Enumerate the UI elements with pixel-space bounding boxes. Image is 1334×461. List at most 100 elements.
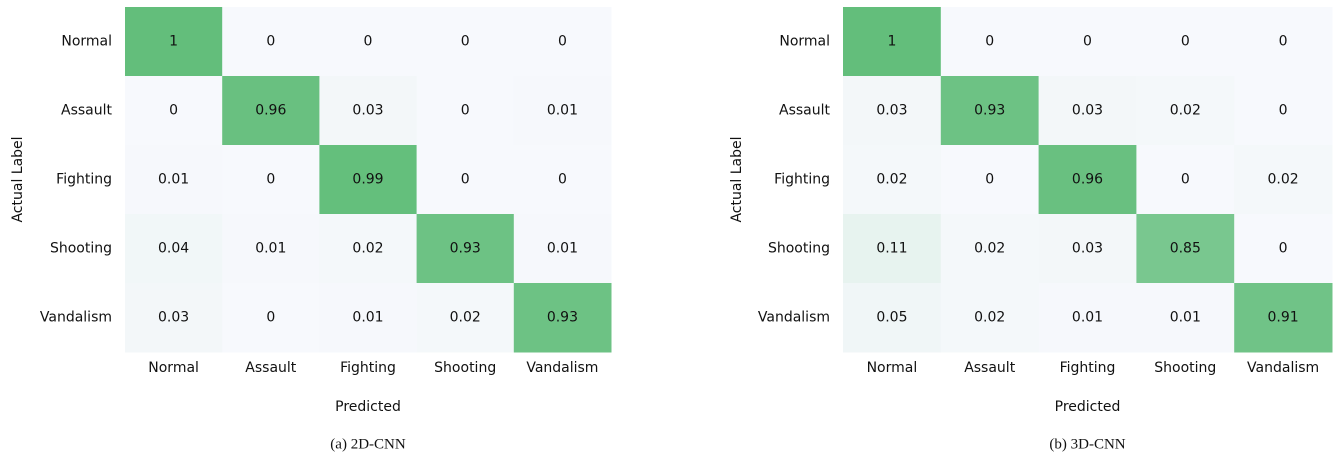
cell-label: 0 bbox=[266, 310, 275, 326]
cell-label: 0.02 bbox=[352, 241, 383, 257]
cell-label: 0.01 bbox=[255, 241, 286, 257]
x-tick-label: Normal bbox=[867, 360, 918, 376]
cell bbox=[1136, 283, 1235, 353]
cell bbox=[843, 145, 942, 215]
cell-label: 1 bbox=[169, 34, 178, 50]
cell bbox=[1136, 76, 1235, 146]
cell bbox=[1136, 7, 1235, 77]
cell-label: 0.91 bbox=[1268, 310, 1299, 326]
cell bbox=[1038, 283, 1137, 353]
cell bbox=[222, 7, 320, 77]
cell-label: 0.03 bbox=[352, 103, 383, 119]
cell bbox=[319, 7, 418, 77]
cell-label: 0.93 bbox=[547, 310, 578, 326]
cell-label: 0 bbox=[558, 172, 567, 188]
cell bbox=[222, 283, 320, 353]
cell bbox=[843, 76, 942, 146]
cell-label: 1 bbox=[887, 34, 896, 50]
cell-label: 0 bbox=[461, 172, 470, 188]
cell-label: 0.93 bbox=[974, 103, 1005, 119]
cell-label: 0 bbox=[985, 34, 994, 50]
cell bbox=[1136, 145, 1235, 215]
cell bbox=[125, 76, 223, 146]
cell-label: 0.01 bbox=[547, 103, 578, 119]
x-tick-label: Vandalism bbox=[1247, 360, 1319, 376]
y-tick-label: Normal bbox=[779, 34, 830, 50]
cell-label: 0 bbox=[1083, 34, 1092, 50]
cell-label: 0.02 bbox=[974, 310, 1005, 326]
x-tick-label: Fighting bbox=[340, 360, 396, 376]
cell bbox=[843, 214, 942, 284]
y-tick-label: Assault bbox=[779, 103, 831, 119]
cell-label: 0 bbox=[1279, 241, 1288, 257]
caption: (b) 3D-CNN bbox=[1049, 436, 1125, 452]
x-axis-label: Predicted bbox=[1055, 399, 1121, 415]
y-tick-label: Vandalism bbox=[40, 310, 112, 326]
cell-label: 0.03 bbox=[876, 103, 907, 119]
cell bbox=[1234, 145, 1333, 215]
cell bbox=[1038, 76, 1137, 146]
cell-label: 0 bbox=[558, 34, 567, 50]
cell-label: 0.93 bbox=[450, 241, 481, 257]
cell bbox=[125, 145, 223, 215]
cell-label: 0.96 bbox=[255, 103, 286, 119]
cell bbox=[843, 283, 942, 353]
cell bbox=[125, 283, 223, 353]
cell-label: 0.01 bbox=[158, 172, 189, 188]
cell-label: 0.03 bbox=[1072, 103, 1103, 119]
cell-label: 0 bbox=[1181, 172, 1190, 188]
cell-label: 0.02 bbox=[876, 172, 907, 188]
cell bbox=[222, 145, 320, 215]
y-tick-label: Normal bbox=[61, 34, 112, 50]
cell bbox=[1136, 214, 1235, 284]
cell bbox=[416, 214, 515, 284]
x-axis-label: Predicted bbox=[335, 399, 401, 415]
cell-label: 0.02 bbox=[974, 241, 1005, 257]
cell bbox=[940, 145, 1040, 215]
y-axis-label: Actual Label bbox=[10, 136, 26, 222]
cell-label: 0 bbox=[1279, 103, 1288, 119]
cell bbox=[513, 283, 612, 353]
cell bbox=[1038, 214, 1137, 284]
cell-label: 0 bbox=[1181, 34, 1190, 50]
y-tick-label: Fighting bbox=[56, 172, 112, 188]
cell-label: 0.02 bbox=[1170, 103, 1201, 119]
x-tick-label: Fighting bbox=[1060, 360, 1116, 376]
cell bbox=[940, 76, 1040, 146]
cell-label: 0.03 bbox=[158, 310, 189, 326]
cell bbox=[940, 283, 1040, 353]
x-tick-label: Assault bbox=[245, 360, 297, 376]
cell-label: 0 bbox=[266, 172, 275, 188]
cell-label: 0 bbox=[266, 34, 275, 50]
cell bbox=[513, 76, 612, 146]
cell-label: 0 bbox=[461, 34, 470, 50]
cell bbox=[319, 76, 418, 146]
cell bbox=[222, 214, 320, 284]
cell-label: 0.01 bbox=[352, 310, 383, 326]
cell bbox=[1234, 7, 1333, 77]
cell-label: 0 bbox=[364, 34, 373, 50]
cell-label: 0.99 bbox=[352, 172, 383, 188]
cell bbox=[416, 76, 515, 146]
cell bbox=[125, 214, 223, 284]
x-tick-label: Normal bbox=[148, 360, 199, 376]
cell bbox=[416, 283, 515, 353]
cell-label: 0.05 bbox=[876, 310, 907, 326]
cell bbox=[125, 7, 223, 77]
cell-label: 0.96 bbox=[1072, 172, 1103, 188]
y-axis-label: Actual Label bbox=[729, 136, 745, 222]
cell bbox=[319, 283, 418, 353]
cell bbox=[940, 214, 1040, 284]
cell-label: 0 bbox=[461, 103, 470, 119]
cell bbox=[416, 145, 515, 215]
cell-label: 0.02 bbox=[1268, 172, 1299, 188]
caption: (a) 2D-CNN bbox=[330, 436, 406, 452]
cell bbox=[416, 7, 515, 77]
x-tick-label: Shooting bbox=[1154, 360, 1216, 376]
cell bbox=[1234, 76, 1333, 146]
cell bbox=[513, 214, 612, 284]
cell-label: 0.85 bbox=[1170, 241, 1201, 257]
cell-label: 0.11 bbox=[876, 241, 907, 257]
cell-label: 0 bbox=[1279, 34, 1288, 50]
